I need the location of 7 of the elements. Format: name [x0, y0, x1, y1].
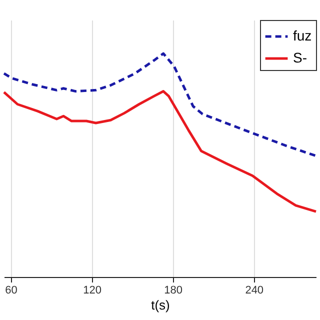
x-tick-label: 240	[245, 284, 264, 296]
legend-label: S-	[293, 50, 308, 66]
x-axis-title: t(s)	[151, 298, 170, 312]
x-tick-label: 180	[164, 284, 183, 296]
x-tick-label: 60	[5, 284, 18, 296]
x-tick-label: 120	[83, 284, 102, 296]
legend-label: fuz	[293, 28, 312, 44]
